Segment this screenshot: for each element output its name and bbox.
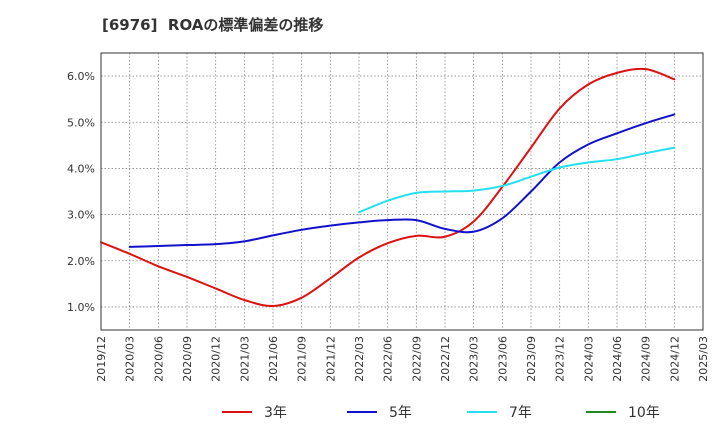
- series-layer: [100, 67, 676, 307]
- y-tick-label: 4.0%: [67, 162, 95, 175]
- x-tick-label: 2023/09: [525, 336, 538, 382]
- x-tick-label: 2021/03: [238, 336, 251, 382]
- x-tick-label: 2020/03: [124, 336, 137, 382]
- y-tick-label: 1.0%: [67, 301, 95, 314]
- plot-area-border: [100, 52, 704, 331]
- y-tick-label: 5.0%: [67, 116, 95, 129]
- grid-lines: [100, 53, 704, 330]
- x-tick-label: 2025/03: [697, 336, 710, 382]
- series-line-2: [358, 146, 676, 214]
- x-tick-label: 2024/06: [611, 336, 624, 382]
- legend-label: 10年: [628, 405, 660, 421]
- x-tick-label: 2021/12: [324, 336, 337, 382]
- series-line-1: [128, 113, 676, 248]
- y-tick-label: 2.0%: [67, 255, 95, 268]
- x-tick-label: 2022/09: [410, 336, 423, 382]
- x-tick-label: 2020/09: [181, 336, 194, 382]
- x-tick-label: 2020/12: [210, 336, 223, 382]
- x-tick-label: 2023/12: [554, 336, 567, 382]
- legend-item: 7年: [467, 405, 532, 421]
- legend-label: 3年: [264, 405, 287, 421]
- x-tick-label: 2020/06: [152, 336, 165, 382]
- x-tick-label: 2023/06: [496, 336, 509, 382]
- x-tick-label: 2019/12: [95, 336, 108, 382]
- legend-label: 7年: [509, 405, 532, 421]
- y-tick-label: 6.0%: [67, 70, 95, 83]
- y-tick-label: 3.0%: [67, 209, 95, 222]
- legend-item: 3年: [222, 405, 287, 421]
- x-tick-label: 2021/06: [267, 336, 280, 382]
- legend: 3年 5年 7年 10年: [222, 405, 660, 421]
- chart-title: [6976] ROAの標準偏差の推移: [102, 16, 324, 34]
- x-tick-label: 2024/12: [668, 336, 681, 382]
- series-line-0: [100, 67, 676, 307]
- legend-label: 5年: [389, 405, 412, 421]
- x-tick-label: 2022/12: [439, 336, 452, 382]
- x-tick-label: 2021/09: [296, 336, 309, 382]
- legend-item: 5年: [347, 405, 412, 421]
- x-tick-label: 2024/03: [582, 336, 595, 382]
- x-tick-label: 2022/03: [353, 336, 366, 382]
- legend-item: 10年: [586, 405, 660, 421]
- x-tick-label: 2022/06: [382, 336, 395, 382]
- x-axis-ticks: 2019/12 2020/03 2020/06 2020/09 2020/12 2021/…: [95, 336, 710, 382]
- x-tick-label: 2023/03: [468, 336, 481, 382]
- x-tick-label: 2024/09: [640, 336, 653, 382]
- y-axis-ticks: 1.0% 2.0% 3.0% 4.0% 5.0% 6.0%: [67, 70, 95, 314]
